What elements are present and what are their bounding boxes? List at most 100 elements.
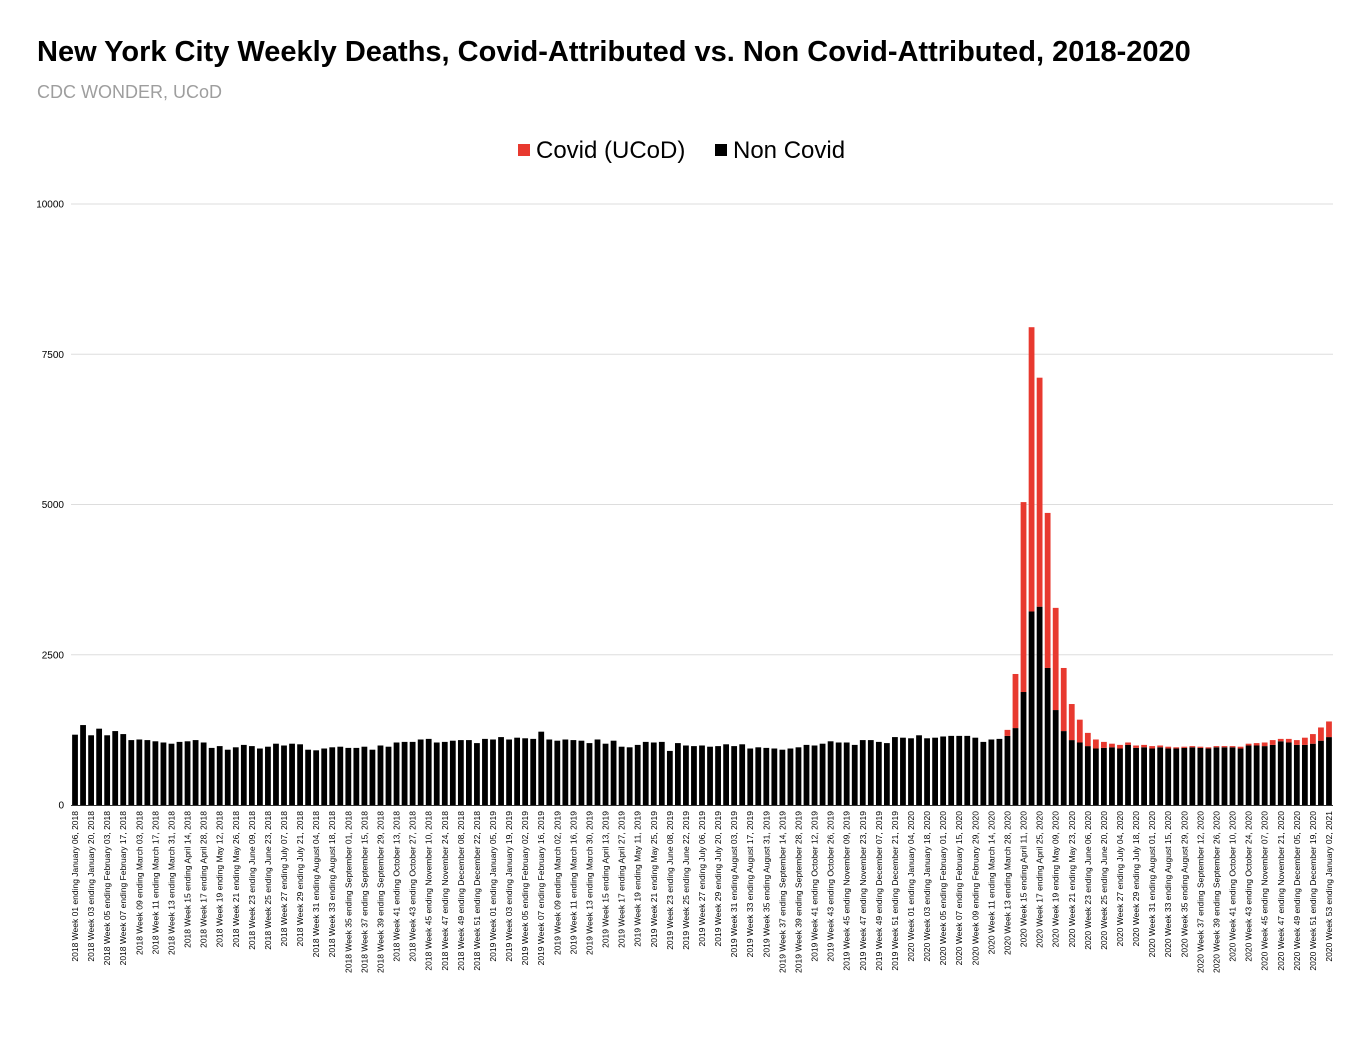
x-tick-label: 2019 Week 09 ending March 02, 2019 [552, 811, 562, 955]
x-tick-label: 2019 Week 51 ending December 21, 2019 [890, 811, 900, 971]
bar-non-covid [723, 744, 730, 805]
bar-non-covid [1141, 747, 1147, 805]
x-tick-label: 2018 Week 47 ending November 24, 2018 [440, 811, 450, 971]
x-tick-label: 2020 Week 27 ending July 04, 2020 [1115, 811, 1125, 947]
bar-non-covid [128, 740, 135, 805]
bar-non-covid [104, 735, 111, 805]
bar-non-covid [168, 743, 175, 805]
bar-covid [1028, 327, 1035, 612]
bar-non-covid [658, 741, 665, 805]
bar-non-covid [747, 748, 754, 805]
bar-non-covid [224, 749, 231, 805]
x-tick-label: 2020 Week 47 ending November 21, 2020 [1276, 811, 1286, 971]
legend-label-covid: Covid (UCoD) [536, 137, 685, 164]
bar-non-covid [1269, 744, 1276, 805]
bar-non-covid [305, 749, 312, 805]
bar-covid [1277, 738, 1284, 742]
bar-covid [1084, 732, 1091, 747]
bar-covid [1141, 744, 1147, 748]
bar-covid [1301, 737, 1308, 745]
bar-non-covid [626, 747, 633, 805]
bar-non-covid [972, 737, 979, 805]
bar-non-covid [329, 747, 336, 805]
bar-non-covid [361, 746, 368, 805]
x-tick-label: 2020 Week 35 ending August 29, 2020 [1179, 811, 1189, 958]
x-tick-label: 2020 Week 03 ending January 18, 2020 [922, 811, 932, 962]
y-axis: 0 2500 5000 7500 10000 [36, 200, 64, 812]
bar-covid [1012, 673, 1019, 729]
bar-non-covid [538, 731, 545, 805]
bar-non-covid [731, 746, 738, 805]
bar-non-covid [851, 744, 858, 805]
bar-non-covid [514, 737, 521, 805]
x-tick-label: 2019 Week 43 ending October 26, 2019 [826, 811, 836, 962]
bar-non-covid [530, 738, 537, 805]
x-tick-label: 2018 Week 41 ending October 13, 2018 [392, 811, 402, 962]
bar-non-covid [184, 741, 191, 805]
bar-non-covid [1189, 747, 1196, 805]
bar-non-covid [313, 750, 320, 805]
x-tick-label: 2019 Week 39 ending September 28, 2019 [793, 811, 803, 973]
bar-non-covid [482, 738, 488, 805]
bar-non-covid [112, 731, 119, 805]
bar-covid [1060, 667, 1067, 732]
bar-non-covid [546, 739, 553, 805]
bar-non-covid [674, 743, 681, 805]
bar-non-covid [610, 740, 617, 805]
bar-covid [1326, 721, 1332, 738]
x-tick-label: 2020 Week 19 ending May 09, 2020 [1051, 811, 1061, 948]
bar-non-covid [699, 745, 705, 805]
x-tick-label: 2019 Week 37 ending September 14, 2019 [777, 811, 787, 973]
bar-non-covid [996, 738, 1003, 805]
x-tick-label: 2018 Week 13 ending March 31, 2018 [166, 811, 176, 955]
bar-non-covid [562, 739, 569, 805]
bar-non-covid [345, 747, 352, 805]
x-tick-label: 2020 Week 43 ending October 24, 2020 [1244, 811, 1254, 962]
bar-non-covid [321, 748, 328, 805]
x-tick-label: 2018 Week 37 ending September 15, 2018 [359, 811, 369, 973]
bar-non-covid [1277, 741, 1284, 805]
bar-non-covid [1020, 692, 1027, 805]
bar-non-covid [273, 743, 279, 805]
bar-covid [1004, 729, 1011, 736]
x-tick-label: 2020 Week 29 ending July 18, 2020 [1131, 811, 1141, 947]
x-tick-label: 2018 Week 07 ending February 17, 2018 [118, 811, 128, 966]
bar-non-covid [691, 746, 697, 805]
x-tick-label: 2019 Week 41 ending October 12, 2019 [810, 811, 820, 962]
bar-non-covid [1213, 747, 1220, 805]
bar-non-covid [683, 745, 689, 805]
x-tick-label: 2020 Week 41 ending October 10, 2020 [1228, 811, 1238, 962]
bar-non-covid [586, 743, 593, 805]
bar-covid [1092, 739, 1099, 749]
bar-non-covid [289, 743, 295, 805]
bar-non-covid [1318, 740, 1324, 805]
bar-non-covid [1310, 743, 1316, 805]
bar-non-covid [449, 740, 456, 805]
bar-non-covid [875, 741, 882, 805]
bar-non-covid [1028, 611, 1035, 805]
bar-non-covid [506, 739, 512, 805]
x-tick-label: 2020 Week 21 ending May 23, 2020 [1067, 811, 1077, 948]
bar-covid [1173, 747, 1180, 749]
x-tick-label: 2019 Week 05 ending February 02, 2019 [520, 811, 530, 966]
bar-non-covid [578, 740, 585, 805]
x-tick-label: 2018 Week 45 ending November 10, 2018 [424, 811, 434, 971]
x-tick-label: 2020 Week 01 ending January 04, 2020 [906, 811, 916, 962]
bar-non-covid [1165, 748, 1172, 805]
bar-non-covid [908, 738, 914, 805]
bars [72, 327, 1332, 805]
bar-covid [1269, 740, 1276, 745]
bar-non-covid [1101, 747, 1107, 805]
bar-non-covid [803, 744, 810, 805]
x-tick-label: 2019 Week 19 ending May 11, 2019 [633, 811, 643, 947]
bar-non-covid [377, 745, 384, 805]
bar-non-covid [80, 725, 86, 805]
bar-non-covid [1076, 742, 1083, 805]
x-tick-label: 2018 Week 11 ending March 17, 2018 [150, 811, 160, 955]
x-tick-label: 2018 Week 43 ending October 27, 2018 [408, 811, 418, 962]
x-tick-label: 2019 Week 25 ending June 22, 2019 [681, 811, 691, 950]
x-tick-label: 2020 Week 51 ending December 19, 2020 [1308, 811, 1318, 971]
bar-non-covid [932, 737, 939, 805]
bar-covid [1052, 607, 1059, 711]
